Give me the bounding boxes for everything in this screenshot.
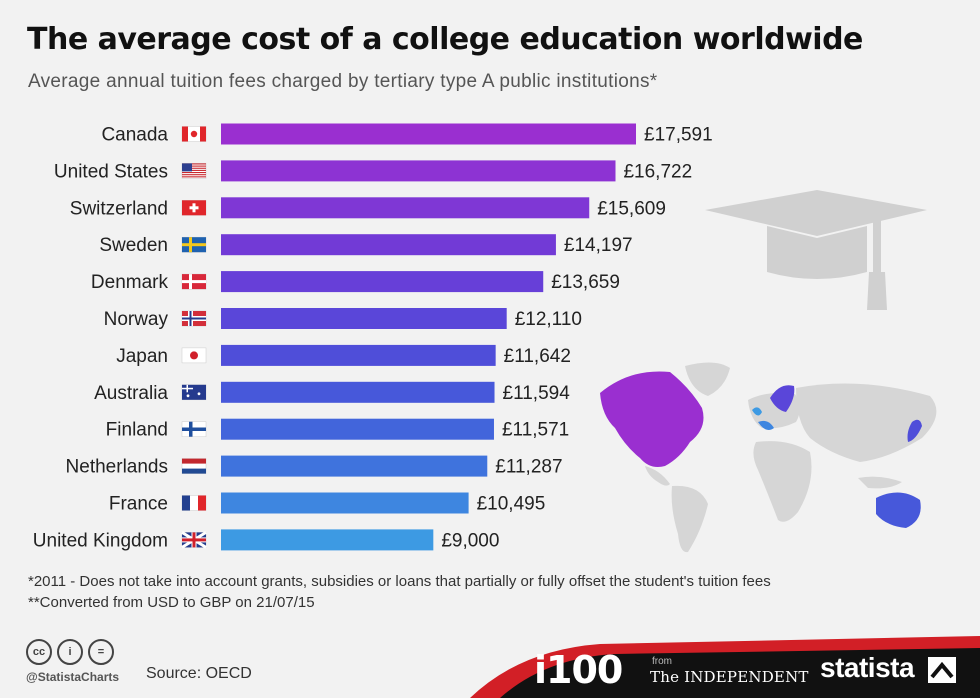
value-label: £11,287 — [495, 457, 562, 478]
from-label: from — [652, 656, 672, 667]
value-label: £11,571 — [502, 420, 569, 441]
bar — [221, 123, 636, 145]
category-label: Australia — [94, 383, 168, 404]
license-icons: cc i = — [26, 639, 114, 665]
flag-icon — [181, 236, 207, 253]
statista-logo-icon — [928, 657, 956, 683]
flag-icon — [181, 347, 207, 364]
graduation-cap-icon — [705, 190, 927, 310]
value-label: £10,495 — [477, 494, 546, 515]
category-label: Canada — [101, 125, 168, 146]
footnote-conversion: **Converted from USD to GBP on 21/07/15 — [28, 594, 315, 611]
flag-icon — [181, 200, 207, 216]
category-label: United Kingdom — [33, 530, 168, 551]
flag-icon — [181, 495, 207, 511]
flag-icon — [181, 384, 207, 401]
footnote-grants: *2011 - Does not take into account grant… — [28, 573, 771, 590]
bar — [221, 344, 496, 366]
bar — [221, 308, 507, 329]
category-label: France — [109, 494, 168, 515]
category-label: Switzerland — [70, 198, 168, 219]
chart-title: The average cost of a college education … — [27, 22, 863, 57]
value-label: £12,110 — [515, 309, 582, 330]
flag-icon — [181, 163, 207, 179]
value-label: £9,000 — [441, 530, 499, 551]
bar — [221, 455, 488, 477]
value-label: £17,591 — [644, 125, 713, 146]
category-label: Denmark — [91, 272, 169, 293]
footer-band — [470, 636, 980, 698]
category-label: Norway — [104, 309, 169, 330]
flag-icon — [181, 273, 207, 290]
bar — [221, 381, 495, 403]
flag-icon — [181, 531, 207, 549]
value-label: £15,609 — [597, 198, 666, 219]
bar — [221, 160, 616, 182]
category-label: United States — [54, 161, 168, 182]
independent-logo: The INDEPENDENT — [650, 668, 809, 686]
category-label: Sweden — [99, 235, 168, 256]
value-label: £13,659 — [551, 272, 620, 293]
bar — [221, 197, 590, 219]
source-text: Source: OECD — [146, 665, 252, 682]
chart-subtitle: Average annual tuition fees charged by t… — [28, 71, 658, 92]
bar-chart: Canada £17,591 United States £16,722 Switzer… — [33, 123, 713, 551]
statista-logo-text: statista — [820, 652, 915, 683]
value-label: £11,642 — [504, 346, 571, 367]
bar — [221, 529, 434, 551]
bar — [221, 418, 494, 440]
value-label: £16,722 — [623, 161, 692, 182]
i100-logo: i100 — [534, 648, 623, 692]
flag-icon — [181, 310, 207, 327]
cc-icon: cc — [26, 639, 52, 665]
category-label: Japan — [116, 346, 168, 367]
category-label: Netherlands — [66, 457, 168, 478]
twitter-handle: @StatistaCharts — [26, 670, 120, 684]
bar — [221, 492, 469, 514]
bar — [221, 271, 544, 293]
bar — [221, 234, 556, 256]
flag-icon — [181, 458, 207, 474]
attribution-icon: i — [57, 639, 83, 665]
value-label: £11,594 — [503, 383, 571, 404]
no-derivatives-icon: = — [88, 639, 114, 665]
flag-icon — [181, 126, 207, 142]
world-map-icon — [600, 362, 937, 553]
flag-icon — [181, 421, 207, 437]
category-label: Finland — [106, 420, 168, 441]
value-label: £14,197 — [564, 235, 633, 256]
